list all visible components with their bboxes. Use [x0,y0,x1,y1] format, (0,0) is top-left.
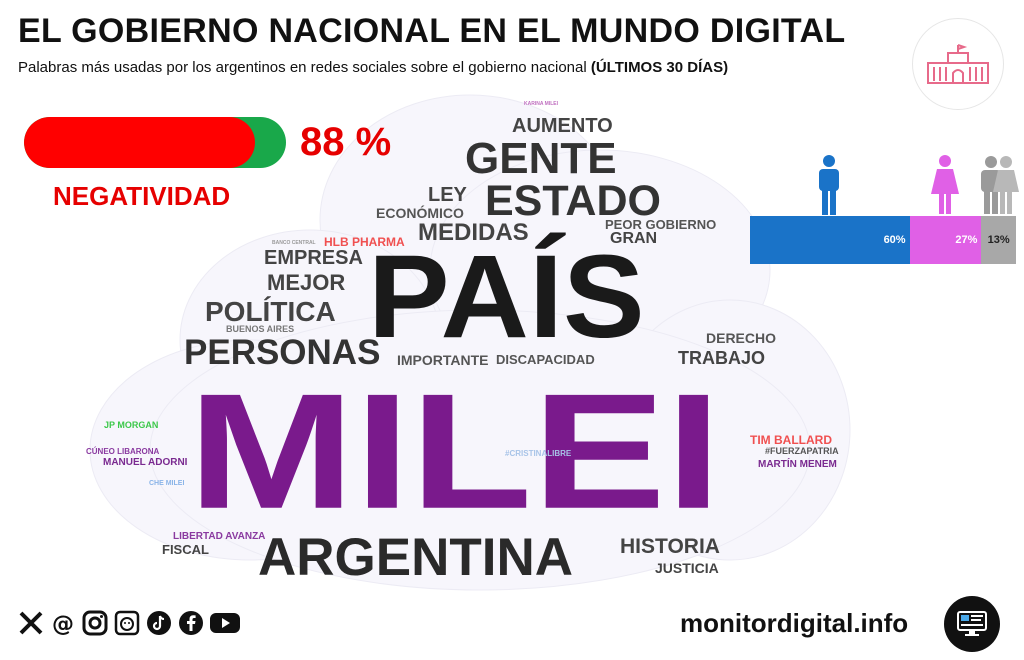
cloud-word: #FUERZAPATRIA [765,446,839,456]
cloud-word: LIBERTAD AVANZA [173,531,266,542]
cloud-word: MILEI [188,360,722,544]
tiktok-icon[interactable] [144,608,173,637]
cloud-word: POLÍTICA [205,296,336,327]
cloud-word: EMPRESA [264,247,363,269]
page-title: EL GOBIERNO NACIONAL EN EL MUNDO DIGITAL [18,12,846,50]
cloud-word: TRABAJO [678,348,766,368]
monitor-icon [944,596,1000,652]
gender-distribution-bar: 60% 27% 13% [750,216,1016,264]
gender-segment-male: 60% [750,216,910,264]
subtitle-text: Palabras más usadas por los argentinos e… [18,59,587,76]
cloud-word: FISCAL [162,542,209,557]
cloud-word: DISCAPACIDAD [496,352,595,367]
cloud-word: PERSONAS [184,333,381,372]
cloud-word: AUMENTO [512,115,613,137]
cloud-word: PEOR GOBIERNO [605,217,717,232]
negativity-percent: 88 % [300,120,392,164]
cloud-word: ECONÓMICO [376,205,464,221]
cloud-word: HISTORIA [620,535,720,558]
cloud-word: MEJOR [267,270,346,295]
cloud-word: BANCO CENTRAL [272,240,316,246]
cloud-word: GRAN [610,230,658,247]
cloud-word: LEY [428,184,467,206]
cloud-word: CHE MILEI [149,480,185,487]
social-icons: @ [16,608,242,637]
cloud-word: GENTE [465,134,617,183]
youtube-icon[interactable] [208,608,242,637]
cloud-word: BUENOS AIRES [226,324,295,334]
cloud-word: TIM BALLARD [750,433,832,447]
cloud-word: KARINA MILEI [524,101,558,107]
gettr-icon[interactable] [112,608,141,637]
cloud-word: ARGENTINA [258,528,574,587]
group-icon [981,156,1019,214]
casa-rosada-icon [927,44,989,84]
cloud-word: #CRISTINALIBRE [505,449,572,458]
cloud-word: PAÍS [368,231,645,363]
man-icon [819,155,839,215]
government-logo [912,18,1004,110]
page-subtitle: Palabras más usadas por los argentinos e… [18,59,728,76]
cloud-word: IMPORTANTE [397,352,489,368]
cloud-word: ESTADO [485,177,661,225]
facebook-icon[interactable] [176,608,205,637]
negativity-label: NEGATIVIDAD [53,181,231,211]
cloud-word: DERECHO [706,330,777,346]
subtitle-period: (ÚLTIMOS 30 DÍAS) [590,59,729,76]
gender-segment-other: 13% [981,216,1016,264]
cloud-word: MANUEL ADORNI [103,457,188,468]
x-icon[interactable] [16,608,45,637]
cloud-word: JP MORGAN [104,420,159,430]
negativity-bar [24,117,286,168]
instagram-icon[interactable] [80,608,109,637]
svg-text:@: @ [52,612,74,636]
gender-segment-female: 27% [909,216,982,264]
threads-icon[interactable]: @ [48,608,77,637]
cloud-word: MEDIDAS [418,219,529,246]
cloud-word: CÚNEO LIBARONA [86,447,160,456]
woman-icon [931,155,959,214]
site-url[interactable]: monitordigital.info [680,608,909,638]
cloud-word: HLB PHARMA [324,235,405,249]
cloud-word: MARTÍN MENEM [758,459,837,470]
cloud-word: JUSTICIA [655,560,719,576]
negativity-bar-fill [24,117,255,168]
